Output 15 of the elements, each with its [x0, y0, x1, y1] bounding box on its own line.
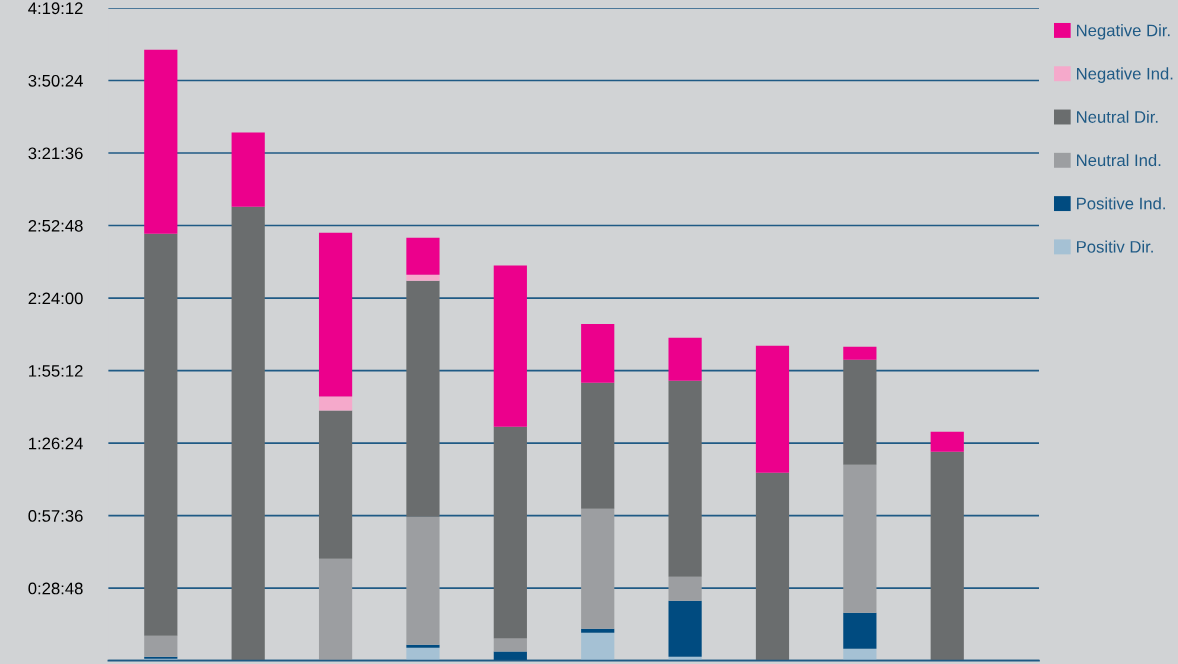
y-tick-label: 1:26:24	[29, 437, 83, 450]
y-tick-label: 2:24:00	[28, 292, 83, 305]
legend-label: Negative Ind.	[1077, 67, 1173, 83]
legend-label: Neutral Dir.	[1077, 110, 1158, 123]
y-tick-label: 0:28:48	[28, 582, 83, 595]
y-tick-label: 2:52:48	[28, 219, 83, 232]
legend-label: Positive Ind.	[1077, 197, 1165, 210]
legend-label: Neutral Ind.	[1077, 153, 1161, 167]
legend-label: Negative Dir.	[1077, 24, 1170, 40]
y-tick-label: 4:19:12	[28, 2, 83, 15]
y-tick-label: 1:55:12	[29, 364, 83, 377]
legend-label: Positiv Dir.	[1077, 240, 1153, 253]
y-tick-label: 3:50:24	[28, 74, 83, 87]
y-tick-label: 3:21:36	[28, 147, 83, 160]
y-tick-label: 0:57:36	[28, 510, 83, 522]
